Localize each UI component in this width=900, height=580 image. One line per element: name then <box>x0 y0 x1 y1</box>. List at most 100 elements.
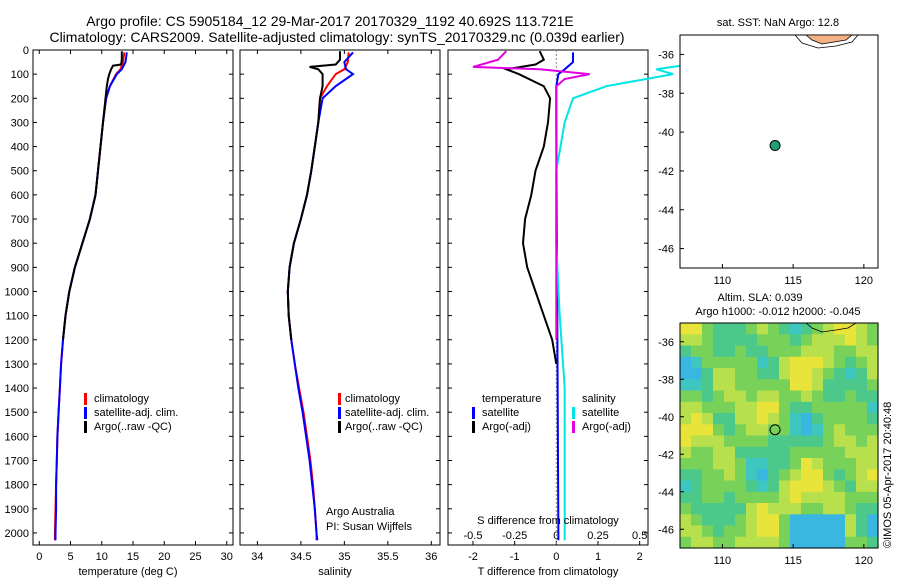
heatmap-cell <box>823 368 835 380</box>
y-tick-label: -44 <box>658 487 674 499</box>
heatmap-cell <box>867 368 879 380</box>
temperature-xlabel: temperature (deg C) <box>78 566 177 578</box>
heatmap-cell <box>680 469 692 482</box>
heatmap-cell <box>724 368 736 380</box>
salinity-annotation-line-2: PI: Susan Wijffels <box>326 521 412 533</box>
heatmap-cell <box>823 379 835 392</box>
heatmap-cell <box>834 491 846 504</box>
heatmap-cell <box>713 401 725 414</box>
series-line-s-argo-adj- <box>472 50 590 340</box>
heatmap-cell <box>779 323 791 335</box>
x-tick-label: 110 <box>714 275 732 287</box>
heatmap-cell <box>768 514 780 527</box>
heatmap-cell <box>757 480 769 493</box>
heatmap-cell <box>823 458 835 470</box>
heatmap-cell <box>823 401 835 414</box>
x-tick-label: 115 <box>784 275 802 287</box>
heatmap-cell <box>823 334 835 347</box>
heatmap-cell <box>845 334 857 347</box>
heatmap-cell <box>702 401 714 414</box>
y-tick-label: 1500 <box>5 407 29 419</box>
heatmap-cell <box>746 424 758 437</box>
heatmap-cell <box>867 458 879 470</box>
heatmap-cell <box>680 401 692 414</box>
heatmap-cell <box>768 390 780 403</box>
temperature-plot-frame <box>32 49 234 546</box>
heatmap-cell <box>779 435 791 448</box>
heatmap-cell <box>834 446 846 459</box>
heatmap-cell <box>757 446 769 459</box>
sla-heatmap <box>680 323 879 549</box>
heatmap-cell <box>845 413 857 425</box>
legend-label-argo: Argo(..raw -QC) <box>345 421 423 433</box>
heatmap-cell <box>768 334 780 347</box>
heatmap-cell <box>680 356 692 369</box>
heatmap-cell <box>691 446 703 459</box>
heatmap-cell <box>680 323 692 335</box>
salinity-plot-frame <box>239 49 441 546</box>
x-tick-label: 35.5 <box>377 551 398 563</box>
heatmap-cell <box>757 435 769 448</box>
series-line-argo-raw-qc- <box>286 51 341 340</box>
heatmap-cell <box>812 413 824 425</box>
heatmap-cell <box>702 390 714 403</box>
heatmap-cell <box>812 514 824 527</box>
legend-swatch-t-satellite <box>472 407 475 419</box>
heatmap-cell <box>746 536 758 549</box>
sla-map-coast-contour <box>805 322 857 333</box>
heatmap-cell <box>812 435 824 448</box>
heatmap-cell <box>746 368 758 380</box>
heatmap-cell <box>801 401 813 414</box>
heatmap-cell <box>812 525 824 538</box>
heatmap-cell <box>713 458 725 470</box>
heatmap-cell <box>691 413 703 425</box>
heatmap-cell <box>735 345 747 358</box>
heatmap-cell <box>746 514 758 527</box>
heatmap-cell <box>702 323 714 335</box>
heatmap-cell <box>735 435 747 448</box>
heatmap-cell <box>834 368 846 380</box>
heatmap-cell <box>680 536 692 549</box>
legend-label-s-satellite: satellite <box>582 407 619 419</box>
heatmap-cell <box>680 368 692 380</box>
legend-swatch-argo <box>84 421 87 433</box>
heatmap-cell <box>845 424 857 437</box>
heatmap-cell <box>735 424 747 437</box>
heatmap-cell <box>812 424 824 437</box>
heatmap-cell <box>779 345 791 358</box>
heatmap-cell <box>735 525 747 538</box>
legend-label-argo: Argo(..raw -QC) <box>94 421 172 433</box>
heatmap-cell <box>724 435 736 448</box>
heatmap-cell <box>834 469 846 482</box>
heatmap-cell <box>735 413 747 425</box>
y-tick-label: 1800 <box>5 480 29 492</box>
heatmap-cell <box>845 379 857 392</box>
heatmap-cell <box>735 379 747 392</box>
heatmap-cell <box>746 379 758 392</box>
y-tick-label: 200 <box>11 93 29 105</box>
heatmap-cell <box>845 323 857 335</box>
heatmap-cell <box>856 323 868 335</box>
y-tick-label: 800 <box>11 238 29 250</box>
heatmap-cell <box>856 446 868 459</box>
heatmap-cell <box>724 503 736 515</box>
y-tick-label: -38 <box>658 374 674 386</box>
heatmap-cell <box>867 401 879 414</box>
heatmap-cell <box>834 480 846 493</box>
heatmap-cell <box>834 390 846 403</box>
heatmap-cell <box>757 401 769 414</box>
figure-title-line-2: Climatology: CARS2009. Satellite-adjuste… <box>49 29 624 45</box>
heatmap-cell <box>845 390 857 403</box>
heatmap-cell <box>790 491 802 504</box>
y-tick-label: 100 <box>11 69 29 81</box>
heatmap-cell <box>856 390 868 403</box>
y-tick-label: 1000 <box>5 286 29 298</box>
heatmap-cell <box>768 536 780 549</box>
heatmap-cell <box>691 368 703 380</box>
heatmap-cell <box>790 323 802 335</box>
heatmap-cell <box>757 491 769 504</box>
heatmap-cell <box>790 435 802 448</box>
heatmap-cell <box>680 480 692 493</box>
x-tick-label: 34.5 <box>290 551 311 563</box>
